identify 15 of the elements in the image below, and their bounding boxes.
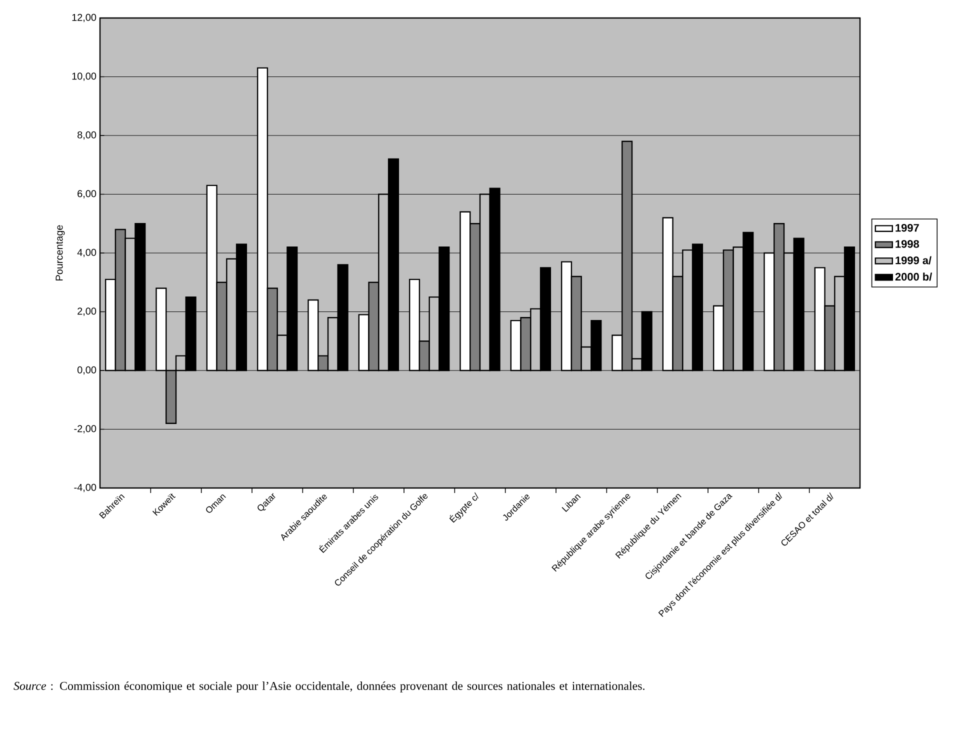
y-tick-label: 6,00 <box>78 190 96 198</box>
y-tick-label: -4,00 <box>74 484 96 492</box>
legend-label: 1997 <box>896 224 919 232</box>
y-tick-label: 8,00 <box>78 131 96 140</box>
y-tick-label: 0,00 <box>77 366 96 375</box>
y-tick-label: 10,00 <box>72 72 96 81</box>
legend-label: 1999 a/ <box>896 256 932 264</box>
legend-label: 2000 b/ <box>895 272 932 281</box>
text: Source : Commission économique et sociale pour l’Asie occidentale, données provenant de sources nationales et internationales. <box>14 682 644 692</box>
y-tick-label: 12,00 <box>72 14 96 22</box>
y-tick-label: 2,00 <box>78 308 96 316</box>
y-axis-title: Pourcentage <box>56 225 65 280</box>
y-tick-label: 4,00 <box>77 248 96 258</box>
y-tick-label: -2,00 <box>74 425 96 434</box>
legend-label: 1998 <box>896 240 920 248</box>
